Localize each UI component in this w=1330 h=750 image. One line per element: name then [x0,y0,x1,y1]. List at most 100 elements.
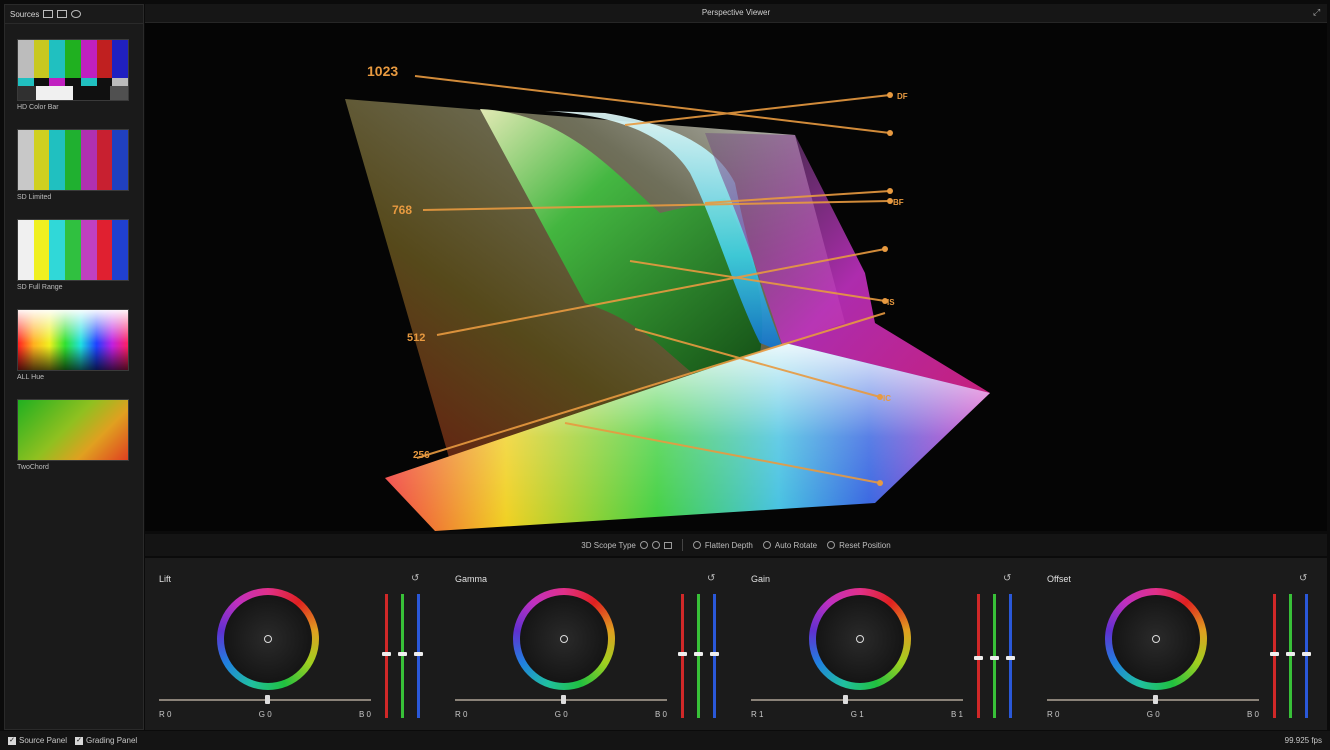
fps-readout: 99.925 fps [1284,736,1322,745]
side-label-df: DF [897,92,908,101]
sd-full-range-thumbnail [17,219,129,281]
source-item-twochord[interactable]: TwoChord [17,399,129,471]
sources-panel: Sources HD Color Bar SD [4,4,144,730]
wheel-center-handle[interactable] [264,635,272,643]
master-slider-knob[interactable] [843,695,848,704]
blue-level-slider[interactable] [1006,594,1015,718]
reset-position-label: Reset Position [839,540,891,550]
expand-icon[interactable]: ⤢ [1313,7,1321,17]
scope-leader-arrows [877,92,893,486]
wheel-center-handle[interactable] [856,635,864,643]
reset-position-icon [827,541,836,549]
reset-icon[interactable]: ↺ [411,573,420,584]
gain-wheel-panel: Gain ↺ R 1 G 1 B 1 [737,558,1025,730]
toolbar-divider [681,539,683,551]
b-value: B 1 [950,710,963,719]
reset-icon[interactable]: ↺ [707,573,716,584]
all-hue-thumbnail [17,309,129,371]
side-label-ic: IC [883,394,891,403]
color-wheel[interactable] [217,588,319,690]
reset-icon[interactable]: ↺ [1299,573,1308,584]
perspective-viewer[interactable]: Perspective Viewer ⤢ [145,4,1327,531]
scope-type-cube-icon[interactable] [663,541,672,549]
color-wheel[interactable] [1105,588,1207,690]
wheel-title: Gamma [455,574,488,584]
scope-type-yuv-icon[interactable] [651,541,660,549]
hd-color-bar-thumbnail [17,39,129,101]
list-view-icon[interactable] [43,10,54,18]
grading-panel-checkbox[interactable]: ✓ Grading Panel [75,736,137,745]
side-label-bf: BF [893,198,904,207]
reset-position-button[interactable]: Reset Position [827,541,891,550]
scope-type-label: 3D Scope Type [581,540,636,550]
master-slider-track[interactable] [751,699,963,701]
color-wheel[interactable] [809,588,911,690]
blue-level-slider[interactable] [1302,594,1311,718]
sources-title: Sources [10,9,40,19]
r-value: R 1 [751,710,764,719]
checkmark-icon: ✓ [8,736,16,745]
master-slider-knob[interactable] [1153,695,1158,704]
source-label: SD Limited [17,194,52,201]
scope-floor-highlight [385,343,990,531]
grid-view-icon[interactable] [57,10,68,18]
r-value: R 0 [1047,710,1060,719]
flatten-depth-toggle[interactable]: Flatten Depth [692,541,753,550]
settings-icon[interactable] [71,10,82,18]
r-value: R 0 [455,710,468,719]
grading-panel: Lift ↺ R 0 G 0 B 0 Gamma ↺ R 0 G 0 B 0 G… [145,558,1327,730]
source-panel-label: Source Panel [19,736,68,745]
auto-rotate-label: Auto Rotate [774,540,818,550]
source-item-hd-color-bar[interactable]: HD Color Bar [17,39,129,111]
wheel-title: Offset [1047,574,1071,584]
master-slider-knob[interactable] [561,695,566,704]
wheel-title: Gain [751,574,771,584]
axis-label-512: 512 [407,332,425,344]
green-level-slider[interactable] [694,594,703,718]
wheel-title: Lift [159,574,172,584]
b-value: B 0 [654,710,667,719]
source-item-sd-full-range[interactable]: SD Full Range [17,219,129,291]
rgb-values: R 1 G 1 B 1 [751,710,963,719]
green-level-slider[interactable] [990,594,999,718]
reset-icon[interactable]: ↺ [1003,573,1012,584]
red-level-slider[interactable] [1270,594,1279,718]
3d-scope-canvas[interactable]: 1023 768 512 256 DF BF IS IC [145,23,1327,531]
scope-type-control[interactable]: 3D Scope Type [581,541,672,550]
rgb-values: R 0 G 0 B 0 [1047,710,1259,719]
color-wheel[interactable] [513,588,615,690]
lift-wheel-panel: Lift ↺ R 0 G 0 B 0 [145,558,433,730]
auto-rotate-toggle[interactable]: Auto Rotate [762,540,818,550]
gamma-wheel-panel: Gamma ↺ R 0 G 0 B 0 [441,558,729,730]
viewer-toolbar: 3D Scope Type Flatten Depth Auto Rotate … [145,534,1327,556]
source-label: TwoChord [17,464,49,471]
axis-label-256: 256 [413,450,430,461]
red-level-slider[interactable] [382,594,391,718]
grading-panel-label: Grading Panel [86,736,138,745]
axis-label-1023: 1023 [367,63,398,79]
sources-header: Sources [5,5,143,24]
wheel-center-handle[interactable] [1152,635,1160,643]
offset-wheel-panel: Offset ↺ R 0 G 0 B 0 [1033,558,1321,730]
source-item-sd-limited[interactable]: SD Limited [17,129,129,201]
scope-leader-lines [414,75,891,484]
green-level-slider[interactable] [398,594,407,718]
scope-magenta-surface [705,133,990,438]
red-level-slider[interactable] [678,594,687,718]
blue-level-slider[interactable] [414,594,423,718]
auto-rotate-icon [762,541,771,549]
source-label: HD Color Bar [17,104,59,111]
master-slider-knob[interactable] [265,695,270,704]
wheel-center-handle[interactable] [560,635,568,643]
source-label: ALL Hue [17,374,44,381]
r-value: R 0 [159,710,172,719]
source-panel-checkbox[interactable]: ✓ Source Panel [8,736,67,745]
source-item-all-hue[interactable]: ALL Hue [17,309,129,381]
blue-level-slider[interactable] [710,594,719,718]
green-level-slider[interactable] [1286,594,1295,718]
b-value: B 0 [1246,710,1259,719]
rgb-values: R 0 G 0 B 0 [455,710,667,719]
red-level-slider[interactable] [974,594,983,718]
source-label: SD Full Range [17,284,63,291]
scope-type-rgb-icon[interactable] [639,541,648,549]
